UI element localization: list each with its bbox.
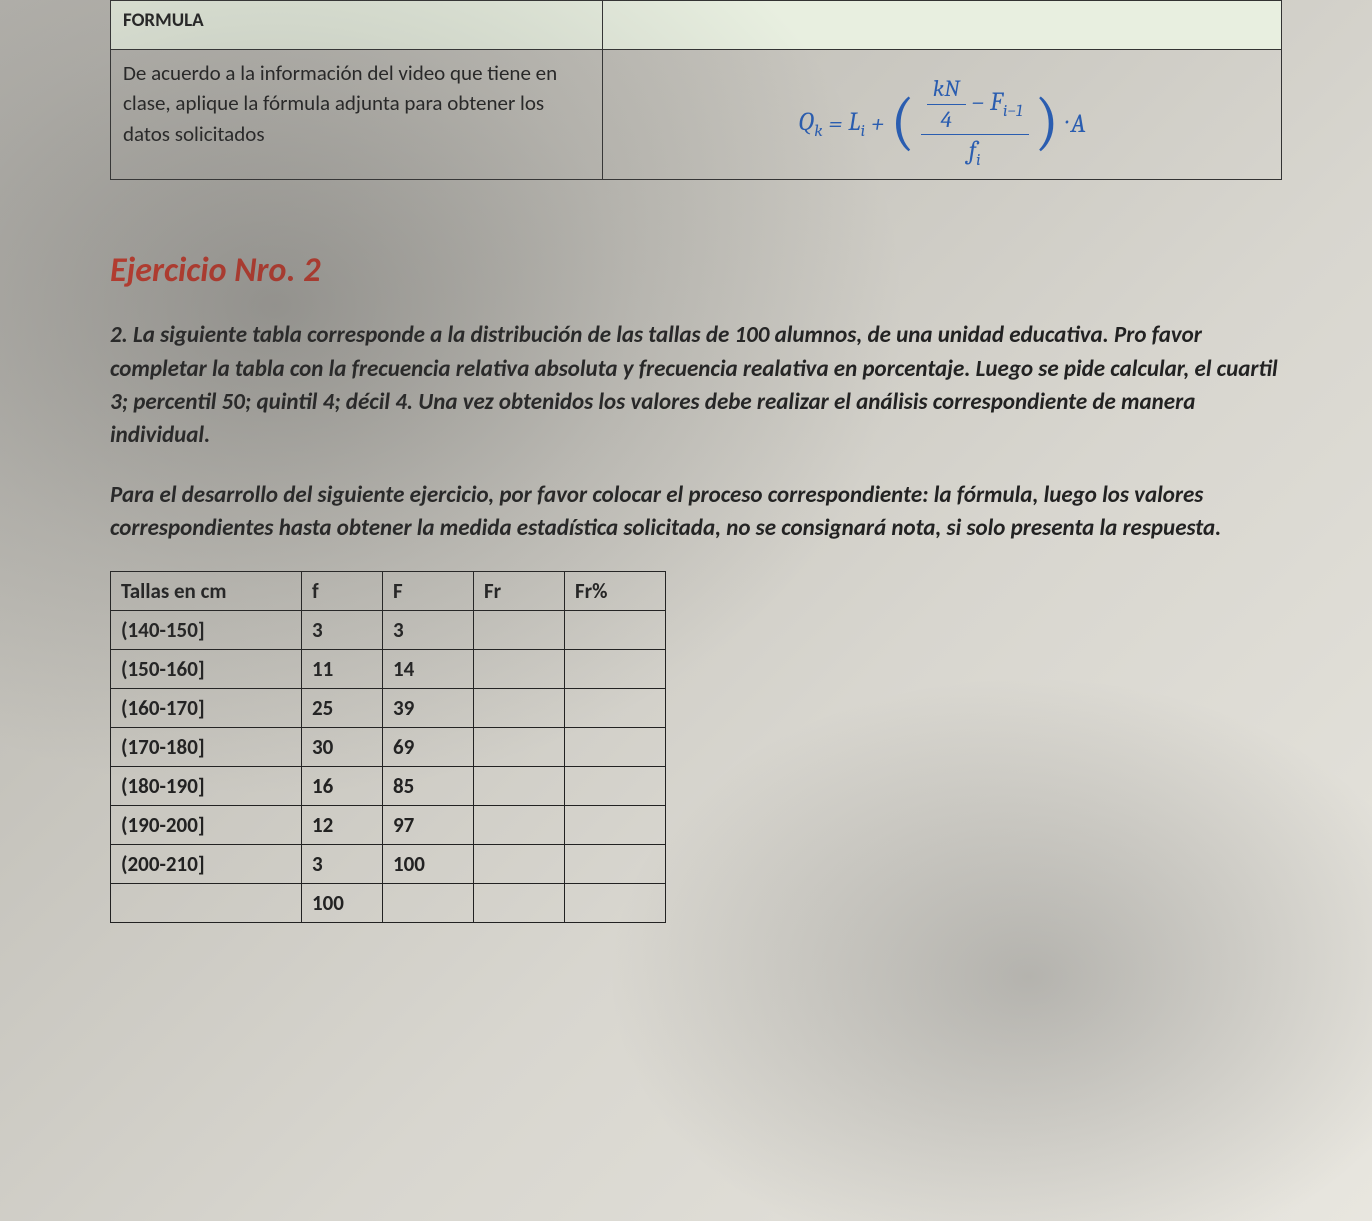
formula-header-label: FORMULA [123,9,204,32]
col-header-f: f [302,572,383,611]
cell-tallas: (200-210] [111,845,302,884]
eq-Q: Q [798,107,814,137]
eq-rparen: ) [1035,96,1059,147]
cell-tallas: (190-200] [111,806,302,845]
cell-f: 16 [302,767,383,806]
formula-equation-cell: Qk = Li + ( kN 4 − Fi−1 [602,50,1281,180]
cell-Fr [474,884,565,923]
cell-F: 3 [383,611,474,650]
cell-Frp [565,650,666,689]
table-row: (160-170] 25 39 [111,689,666,728]
cell-Fr [474,767,565,806]
cell-F: 85 [383,767,474,806]
eq-fraction: kN 4 − Fi−1 fi [921,76,1029,171]
table-row: (200-210] 3 100 [111,845,666,884]
cell-tallas: (170-180] [111,728,302,767]
cell-tallas: (150-160] [111,650,302,689]
cell-tallas [111,884,302,923]
eq-minus: − [971,87,990,117]
col-header-Fr: Fr [474,572,565,611]
cell-tallas: (180-190] [111,767,302,806]
table-row: (140-150] 3 3 [111,611,666,650]
cell-F: 97 [383,806,474,845]
cell-Fr [474,611,565,650]
eq-L: L [848,107,860,137]
eq-fi: f [969,136,976,166]
cell-F: 14 [383,650,474,689]
exercise-title: Ejercicio Nro. 2 [110,250,1282,291]
cell-F: 39 [383,689,474,728]
cell-F: 100 [383,845,474,884]
cell-Fr [474,650,565,689]
exercise-paragraph-1: 2. La siguiente tabla corresponde a la d… [110,319,1282,452]
cell-f: 3 [302,845,383,884]
cell-Frp [565,728,666,767]
cell-f: 3 [302,611,383,650]
eq-4: 4 [934,105,957,133]
table-row: (170-180] 30 69 [111,728,666,767]
cell-Fr [474,728,565,767]
eq-lparen: ( [890,96,914,147]
eq-plus: + [871,109,884,139]
table-row-total: 100 [111,884,666,923]
exercise-paragraph-2: Para el desarrollo del siguiente ejercic… [110,479,1282,546]
eq-i1: i−1 [1003,103,1023,122]
cell-Frp [565,767,666,806]
cell-F: 69 [383,728,474,767]
formula-header-empty [602,1,1281,50]
formula-instruction-text: De acuerdo a la información del video qu… [123,60,557,147]
formula-instruction-cell: De acuerdo a la información del video qu… [111,50,603,180]
cell-f: 12 [302,806,383,845]
data-table: Tallas en cm f F Fr Fr% (140-150] 3 3 (1… [110,571,666,923]
cell-Frp [565,884,666,923]
cell-f: 30 [302,728,383,767]
eq-fi-i: i [976,152,980,171]
cell-Fr [474,689,565,728]
cell-f: 100 [302,884,383,923]
cell-Frp [565,845,666,884]
table-row: (150-160] 11 14 [111,650,666,689]
table-header-row: Tallas en cm f F Fr Fr% [111,572,666,611]
table-row: (190-200] 12 97 [111,806,666,845]
table-row: (180-190] 16 85 [111,767,666,806]
cell-Fr [474,845,565,884]
cell-f: 25 [302,689,383,728]
col-header-F: F [383,572,474,611]
col-header-tallas: Tallas en cm [111,572,302,611]
cell-tallas: (160-170] [111,689,302,728]
eq-kN: kN [927,76,966,105]
cell-f: 11 [302,650,383,689]
formula-header-cell: FORMULA [111,1,603,50]
formula-table: FORMULA De acuerdo a la información del … [110,0,1282,180]
formula-equation: Qk = Li + ( kN 4 − Fi−1 [798,76,1086,171]
eq-i: i [861,122,865,141]
eq-equals: = [828,109,842,139]
cell-Frp [565,611,666,650]
eq-k: k [814,122,822,141]
cell-tallas: (140-150] [111,611,302,650]
eq-dotA: · A [1065,109,1086,139]
cell-Fr [474,806,565,845]
cell-Frp [565,806,666,845]
eq-F: F [990,87,1003,117]
cell-F [383,884,474,923]
cell-Frp [565,689,666,728]
col-header-Frp: Fr% [565,572,666,611]
